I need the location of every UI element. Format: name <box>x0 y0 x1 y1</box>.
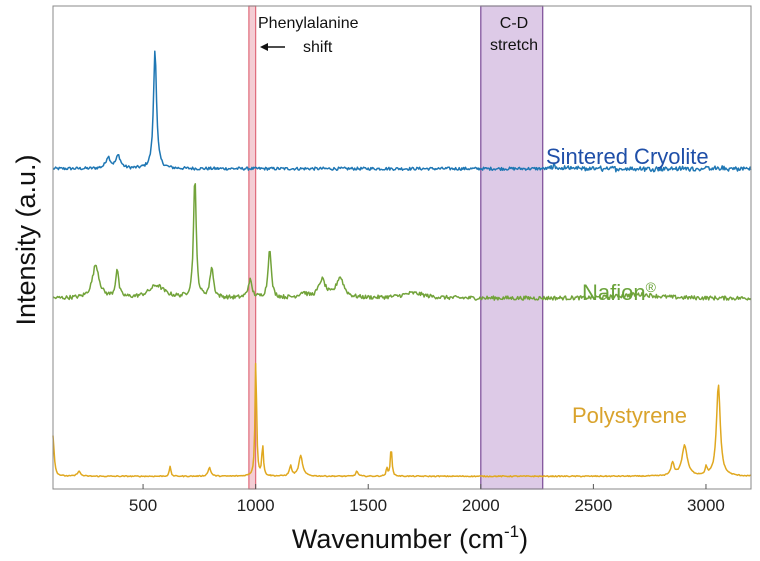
x-axis-title-main: Wavenumber (cm <box>292 524 504 554</box>
x-tick-label: 3000 <box>687 496 725 515</box>
x-axis-ticks: 500 1000 1500 2000 2500 3000 <box>129 484 725 515</box>
x-tick-label: 1500 <box>349 496 387 515</box>
annotation-phenylalanine-line1: Phenylalanine <box>258 15 359 32</box>
series-label-sintered-cryolite: Sintered Cryolite <box>546 144 709 169</box>
x-axis-title-close: ) <box>519 524 528 554</box>
series-line-polystyrene <box>52 362 752 478</box>
annotation-phenylalanine-line2: shift <box>303 39 333 56</box>
x-axis-title-sup: -1 <box>504 522 519 541</box>
left-arrow-icon <box>260 43 285 51</box>
x-tick-label: 500 <box>129 496 157 515</box>
series-label-nafion: Nafion® <box>582 279 657 305</box>
trademark-mark: ® <box>646 279 657 295</box>
plot-frame <box>52 5 752 490</box>
highlight-bands <box>248 5 544 490</box>
series-label-polystyrene: Polystyrene <box>572 403 687 428</box>
annotation-cd-line2: stretch <box>490 37 538 54</box>
x-tick-label: 2000 <box>462 496 500 515</box>
series-lines <box>52 50 752 478</box>
band-c-d-stretch <box>480 5 544 490</box>
y-axis-title: Intensity (a.u.) <box>11 154 41 325</box>
nafion-label-text: Nafion <box>582 280 646 305</box>
x-tick-label: 1000 <box>237 496 275 515</box>
x-tick-label: 2500 <box>574 496 612 515</box>
x-axis-title: Wavenumber (cm-1) <box>292 522 528 554</box>
annotation-cd-line1: C-D <box>500 15 528 32</box>
series-line-sintered-cryolite <box>52 50 752 173</box>
series-line-nafion <box>52 183 752 301</box>
